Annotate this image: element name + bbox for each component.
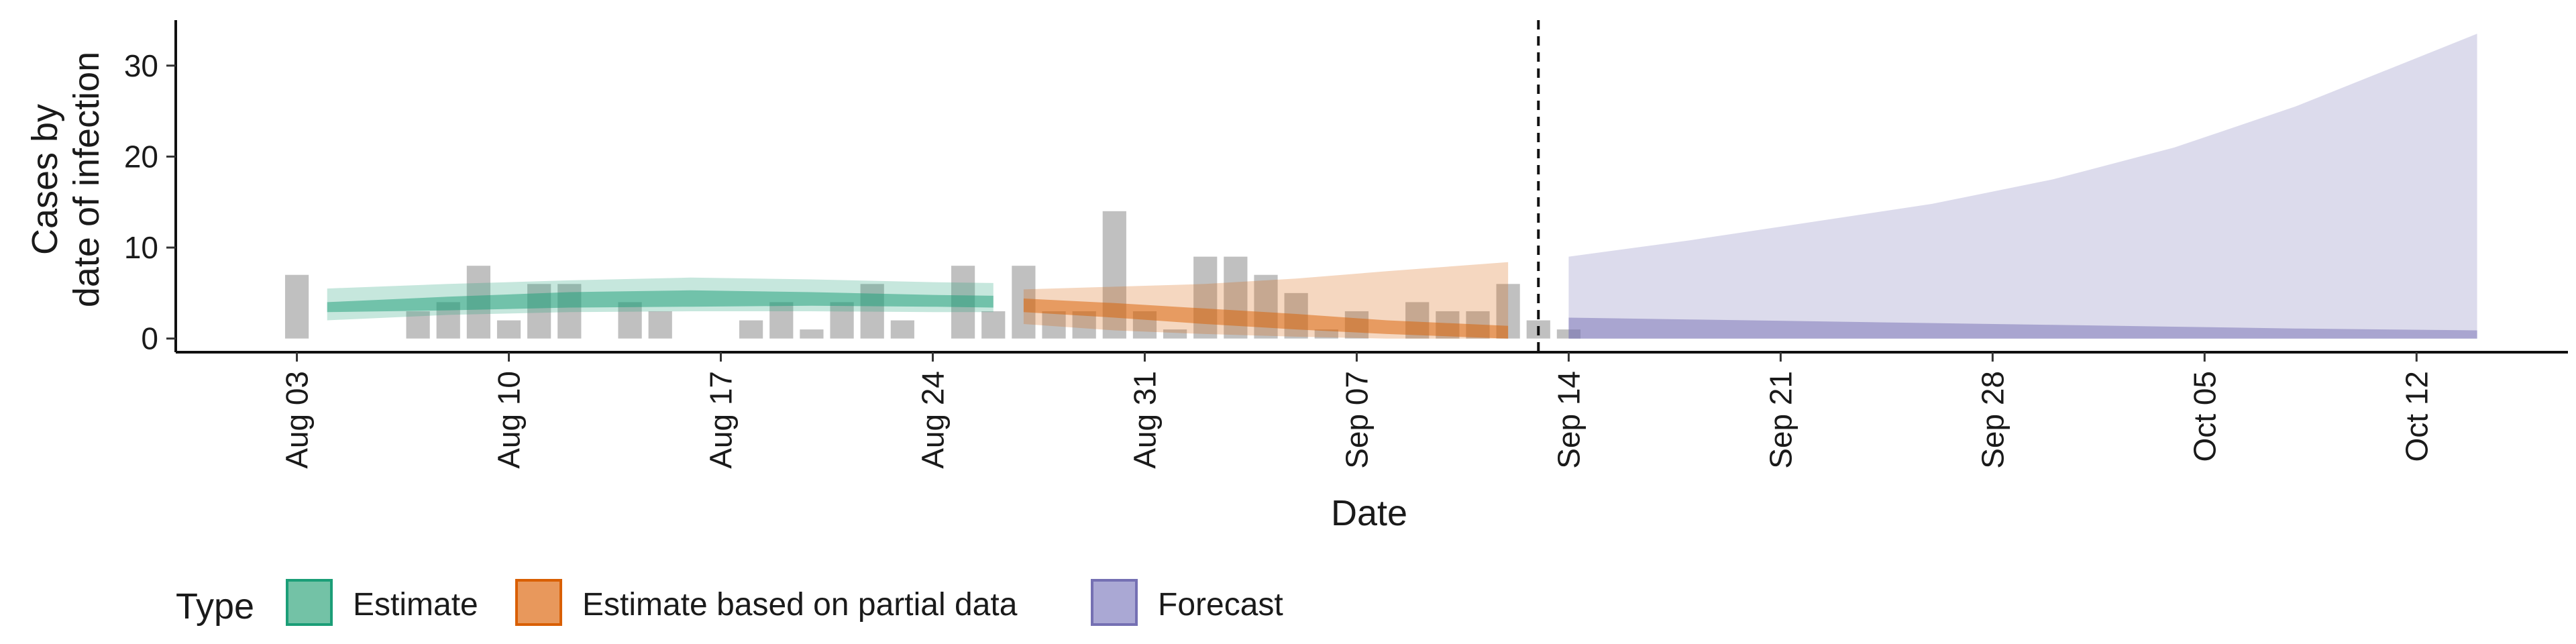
x-tick-label: Aug 10 — [492, 371, 527, 469]
observed-bar — [739, 320, 763, 339]
legend: Type Estimate Estimate based on partial da… — [176, 579, 1283, 627]
legend-key-estimate — [286, 579, 333, 626]
legend-key-estimate-based-on-partial-data — [515, 579, 562, 626]
x-tick-label: Aug 17 — [704, 371, 739, 469]
observed-bar — [406, 311, 430, 339]
observed-bar — [1042, 311, 1066, 339]
ribbon-median-estimate-based-on-partial-data — [1023, 299, 1509, 339]
ribbon-median-forecast — [1568, 317, 2477, 339]
observed-bar — [1193, 256, 1218, 339]
axes-layer: 0 10 20 30 Aug 03 Aug 10 Aug 17 Aug 24 Aug 31 Sep… — [25, 20, 2568, 533]
x-tick-label: Aug 31 — [1127, 371, 1162, 469]
y-axis-title-line: Cases by — [25, 104, 65, 255]
observed-bar — [830, 302, 854, 339]
x-tick-label: Sep 07 — [1339, 371, 1374, 469]
x-tick-label: Aug 03 — [280, 371, 315, 469]
x-tick-label: Sep 21 — [1763, 371, 1798, 469]
ribbon-median-estimate — [327, 290, 994, 313]
y-tick-label: 30 — [124, 48, 158, 83]
legend-title: Type — [176, 586, 254, 627]
x-tick-label: Sep 28 — [1975, 371, 2010, 469]
ribbon-ci-forecast — [1568, 34, 2477, 339]
y-tick-label: 20 — [124, 139, 158, 174]
observed-bar — [769, 302, 794, 339]
y-tick-label: 0 — [141, 321, 158, 356]
y-axis-title: Cases bydate of infection — [25, 52, 107, 307]
observed-bar — [284, 274, 309, 339]
observed-bar — [1314, 329, 1338, 339]
observed-bar — [800, 329, 824, 339]
x-tick-label: Aug 24 — [915, 371, 950, 469]
legend-label: Estimate — [353, 587, 478, 623]
x-tick-label: Oct 12 — [2399, 371, 2434, 462]
observed-bar — [981, 311, 1006, 339]
observed-bar — [648, 311, 672, 339]
legend-label: Estimate based on partial data — [582, 587, 1018, 623]
observed-bars-layer — [284, 211, 1581, 339]
legend-key-forecast — [1091, 579, 1138, 626]
legend-label: Forecast — [1158, 587, 1283, 623]
x-tick-label: Oct 05 — [2187, 371, 2222, 462]
observed-bar — [860, 284, 884, 339]
ribbons-layer — [327, 34, 2477, 339]
observed-bar — [890, 320, 914, 339]
observed-bar — [496, 320, 521, 339]
observed-bar — [618, 302, 642, 339]
y-tick-label: 10 — [124, 230, 158, 265]
y-axis-title-line: date of infection — [66, 52, 107, 307]
x-tick-label: Sep 14 — [1551, 371, 1586, 469]
x-axis-title: Date — [1331, 493, 1407, 533]
observed-bar — [1163, 329, 1187, 339]
